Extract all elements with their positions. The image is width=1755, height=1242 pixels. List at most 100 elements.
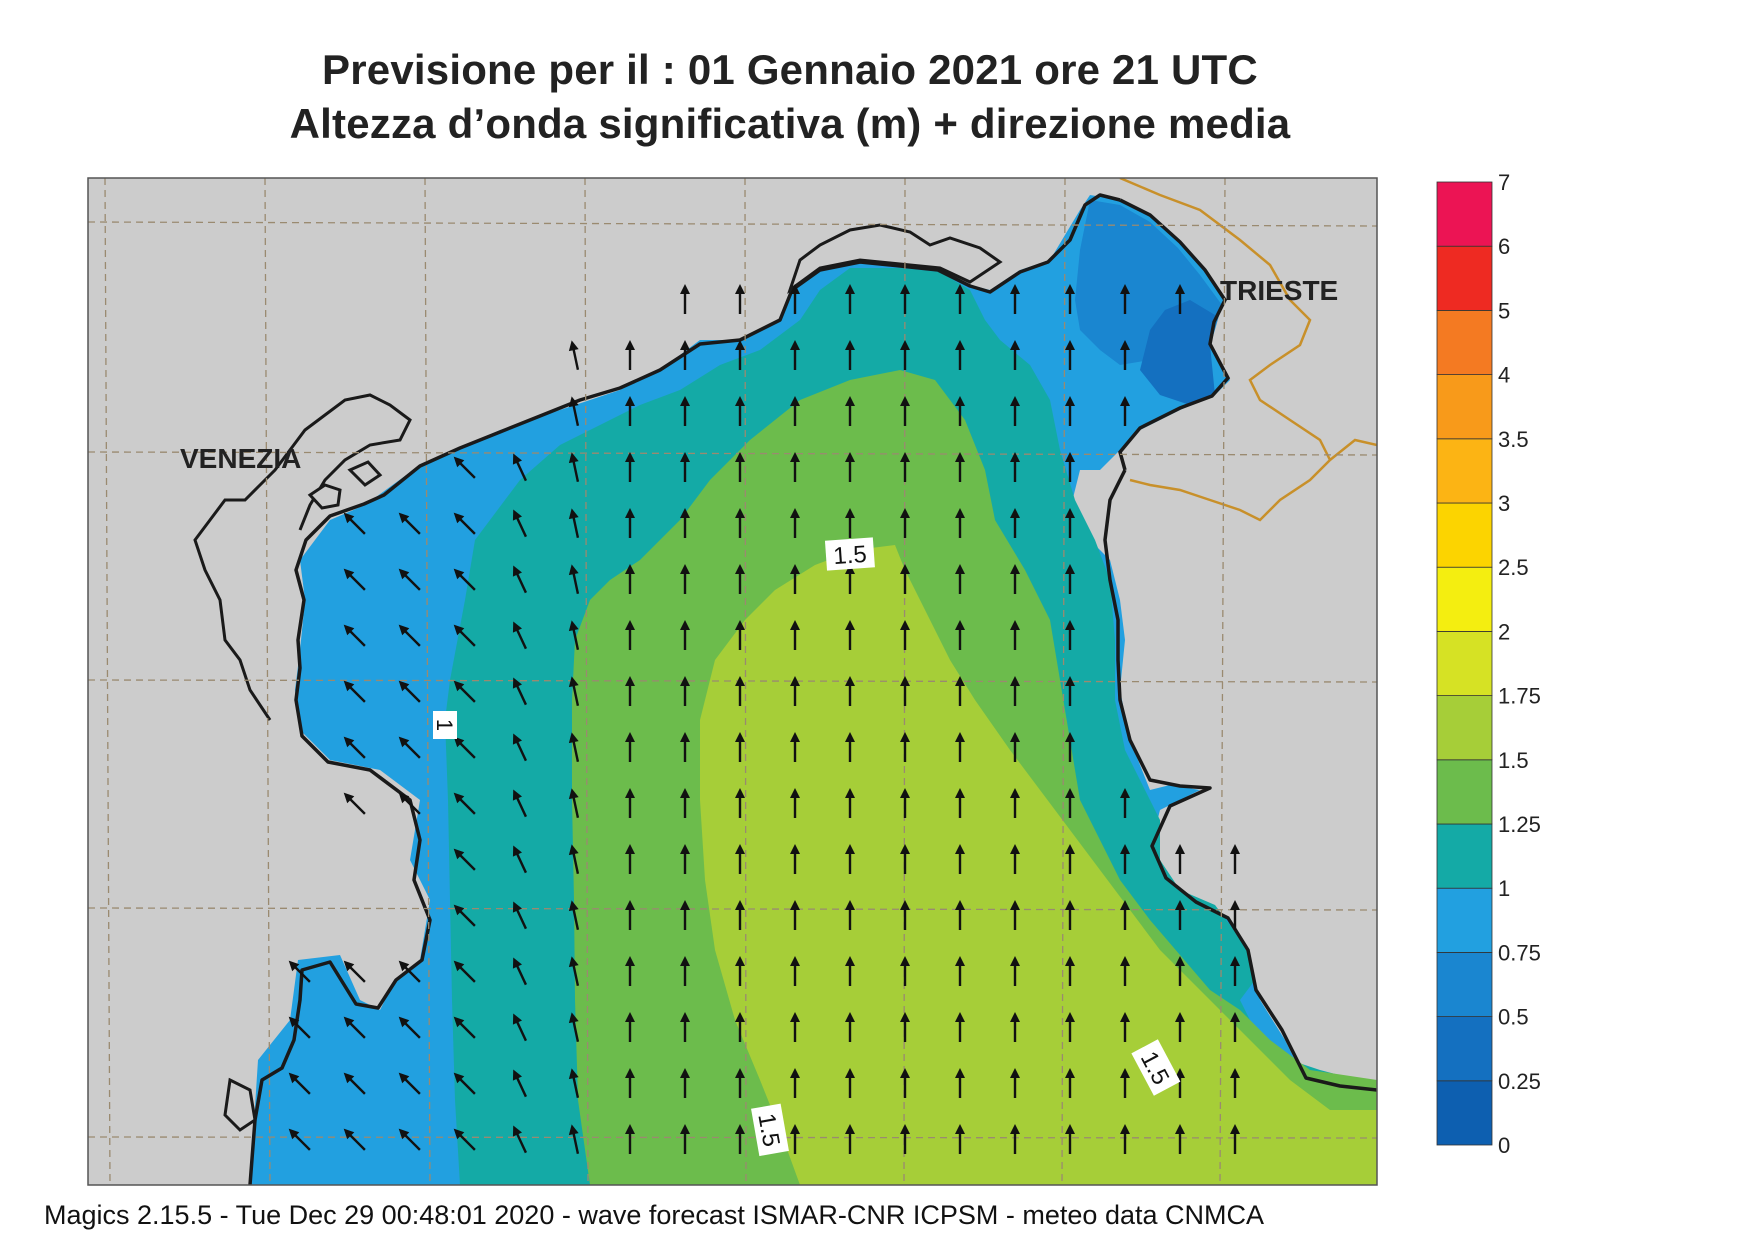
direction-arrow [845, 620, 855, 650]
direction-arrow [1010, 1012, 1020, 1042]
direction-arrow [735, 396, 745, 426]
direction-arrow [900, 1068, 910, 1098]
direction-arrow [955, 844, 965, 874]
direction-arrow [398, 792, 421, 815]
direction-arrow [1010, 732, 1020, 762]
title-line-1: Previsione per il : 01 Gennaio 2021 ore … [322, 46, 1258, 93]
direction-arrow [845, 1124, 855, 1154]
direction-arrow [790, 732, 800, 762]
direction-arrow [398, 568, 421, 591]
direction-arrow [343, 568, 366, 591]
direction-arrow [1010, 676, 1020, 706]
direction-arrow [735, 956, 745, 986]
direction-arrow [845, 844, 855, 874]
direction-arrow [680, 340, 690, 370]
colorbar-swatch [1436, 759, 1493, 825]
place-label-trieste: TRIESTE [1220, 275, 1338, 306]
direction-arrow [900, 396, 910, 426]
graticule [88, 178, 1377, 1185]
direction-arrow [790, 284, 800, 314]
title-line-2: Altezza d’onda significativa (m) + direz… [289, 100, 1291, 147]
direction-arrow [512, 677, 528, 706]
direction-arrow [625, 452, 635, 482]
colorbar-tick-label: 6 [1498, 234, 1510, 259]
direction-arrow [955, 452, 965, 482]
direction-arrow [512, 1125, 528, 1154]
direction-arrow [1120, 340, 1130, 370]
colorbar-tick-label: 3 [1498, 491, 1510, 516]
direction-arrow [790, 1124, 800, 1154]
direction-arrow [625, 396, 635, 426]
direction-arrow [625, 620, 635, 650]
direction-arrow [845, 900, 855, 930]
direction-arrow [1120, 1012, 1130, 1042]
direction-arrow [1065, 564, 1075, 594]
direction-arrow [735, 1068, 745, 1098]
lagoon-islands [223, 460, 383, 1132]
direction-arrow [900, 676, 910, 706]
direction-arrow [568, 1068, 580, 1098]
direction-arrow [398, 680, 421, 703]
direction-arrow [955, 788, 965, 818]
direction-arrow [1065, 452, 1075, 482]
colorbar-tick-label: 4 [1498, 363, 1510, 388]
direction-arrow [680, 508, 690, 538]
direction-arrow [625, 900, 635, 930]
direction-arrow [735, 620, 745, 650]
direction-arrow [735, 676, 745, 706]
svg-text:1.5: 1.5 [752, 1111, 784, 1149]
direction-arrow [453, 960, 476, 983]
direction-arrow [680, 396, 690, 426]
direction-arrow [288, 1016, 311, 1039]
colorbar-tick-label: 0 [1498, 1133, 1510, 1158]
direction-arrow [1065, 284, 1075, 314]
direction-arrow [955, 620, 965, 650]
direction-arrow [343, 960, 366, 983]
direction-arrow [955, 732, 965, 762]
direction-arrow [1010, 900, 1020, 930]
direction-arrow [1010, 508, 1020, 538]
direction-arrow [900, 788, 910, 818]
colorbar-swatch [1436, 566, 1493, 632]
direction-arrow [398, 960, 421, 983]
direction-arrow [1175, 900, 1185, 930]
coastline-east [1103, 469, 1377, 1092]
direction-arrow [453, 848, 476, 871]
direction-arrow [568, 396, 580, 426]
direction-arrow [453, 568, 476, 591]
direction-arrow [845, 1012, 855, 1042]
direction-arrow [845, 1068, 855, 1098]
direction-arrow [1120, 844, 1130, 874]
direction-arrow [1175, 1124, 1185, 1154]
direction-arrow [900, 452, 910, 482]
direction-arrow [568, 844, 580, 874]
colorbar-tick-label: 1 [1498, 876, 1510, 901]
direction-arrow [900, 1012, 910, 1042]
direction-arrow [1065, 900, 1075, 930]
direction-arrow [1010, 340, 1020, 370]
colorbar-swatch [1436, 245, 1493, 311]
direction-arrow [845, 396, 855, 426]
direction-arrow [568, 676, 580, 706]
direction-arrow [735, 340, 745, 370]
direction-arrow [512, 453, 528, 482]
direction-arrow [735, 564, 745, 594]
direction-arrow [680, 676, 690, 706]
colorbar-tick-label: 5 [1498, 298, 1510, 323]
direction-arrow [398, 512, 421, 535]
direction-arrow [512, 901, 528, 930]
direction-arrow [1230, 956, 1240, 986]
national-border [1119, 178, 1377, 522]
direction-arrow [845, 788, 855, 818]
direction-arrow [1010, 956, 1020, 986]
direction-arrow [955, 900, 965, 930]
colorbar-swatch [1436, 952, 1493, 1018]
colorbar-tick-label: 1.75 [1498, 684, 1541, 709]
direction-arrow [680, 956, 690, 986]
direction-arrow [735, 844, 745, 874]
direction-arrow [680, 732, 690, 762]
sea-band-15-175 [700, 545, 1377, 1185]
direction-arrow [625, 956, 635, 986]
direction-arrow [343, 1016, 366, 1039]
direction-arrow [680, 620, 690, 650]
